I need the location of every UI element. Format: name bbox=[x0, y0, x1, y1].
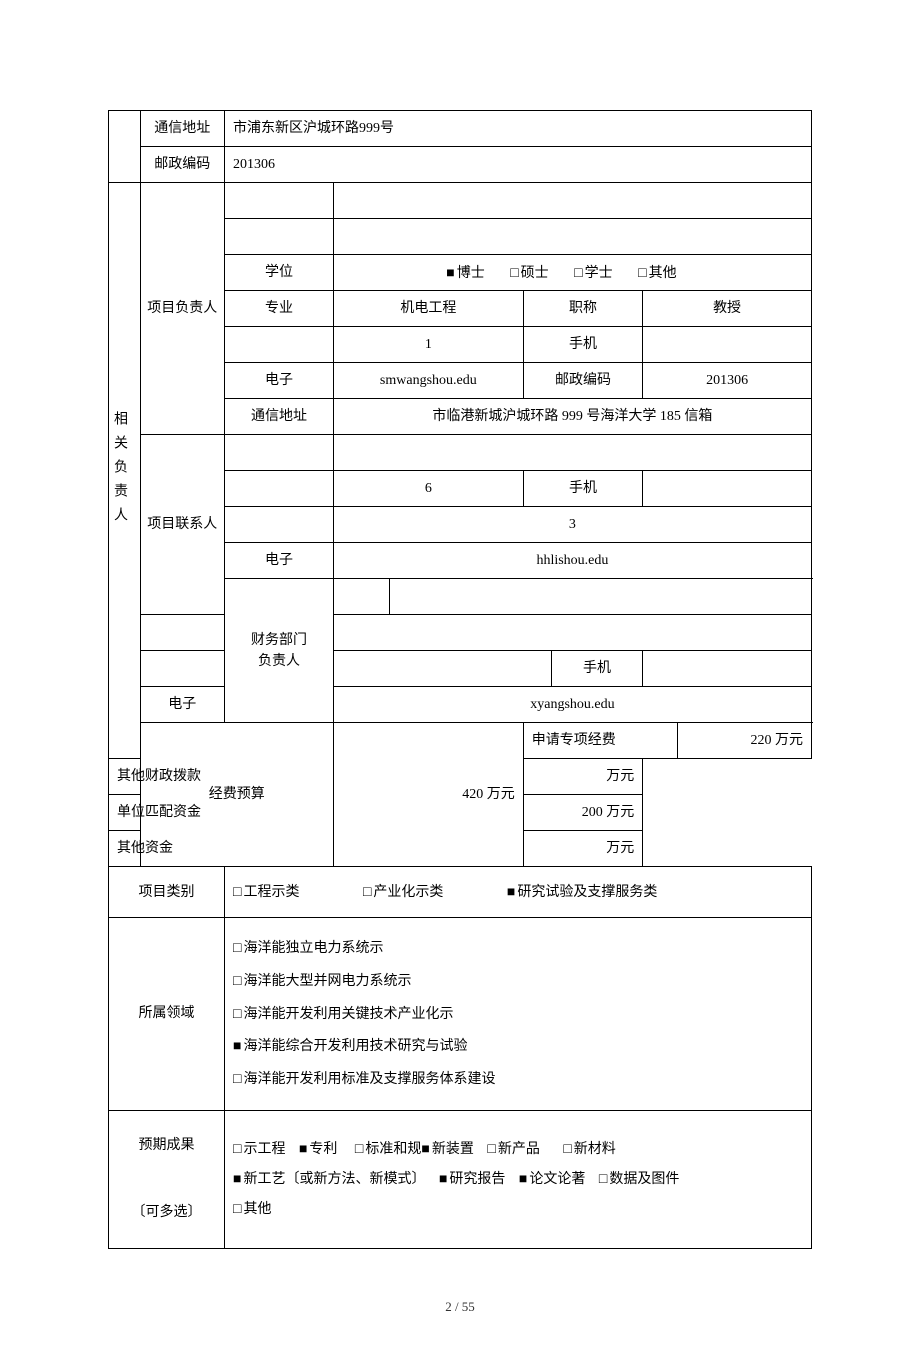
empty-cell bbox=[224, 183, 333, 219]
mobile-label: 手机 bbox=[523, 327, 642, 363]
postal-value: 201306 bbox=[224, 147, 811, 183]
addr2-label: 通信地址 bbox=[224, 399, 333, 435]
outcome-options: □示工程 ■专利 □标准和规■新装置 □新产品 □新材料 ■新工艺〔或新方法、新… bbox=[224, 1110, 811, 1248]
mobile-label: 手机 bbox=[523, 471, 642, 507]
budget-item-2-value: 200 万元 bbox=[523, 795, 642, 831]
empty-cell bbox=[224, 327, 333, 363]
budget-total: 420 万元 bbox=[333, 723, 523, 867]
major-label: 专业 bbox=[224, 291, 333, 327]
addr-label: 通信地址 bbox=[140, 111, 224, 147]
page-number: 2 / 55 bbox=[108, 1299, 812, 1315]
empty-cell bbox=[224, 435, 333, 471]
empty-cell bbox=[333, 435, 811, 471]
budget-item-0-value: 220 万元 bbox=[678, 723, 812, 759]
empty-cell bbox=[140, 615, 224, 651]
email-label: 电子 bbox=[224, 543, 333, 579]
mobile-value bbox=[643, 471, 812, 507]
degree-options: ■博士 □硕士 □学士 □其他 bbox=[333, 255, 811, 291]
responsible-section-label: 相关负责人 bbox=[109, 183, 141, 759]
postal-label: 邮政编码 bbox=[140, 147, 224, 183]
title-label: 职称 bbox=[523, 291, 642, 327]
mobile-value bbox=[643, 651, 812, 687]
email-value: smwangshou.edu bbox=[333, 363, 523, 399]
empty-cell bbox=[224, 507, 333, 543]
empty-cell bbox=[333, 615, 811, 651]
mobile-label: 手机 bbox=[551, 651, 642, 687]
empty-cell bbox=[390, 579, 812, 615]
postal2-value: 201306 bbox=[643, 363, 812, 399]
empty-cell bbox=[224, 219, 333, 255]
empty-cell bbox=[140, 651, 224, 687]
budget-item-1-value: 万元 bbox=[523, 759, 642, 795]
title-value: 教授 bbox=[643, 291, 812, 327]
empty-cell bbox=[333, 219, 811, 255]
project-leader-label: 项目负责人 bbox=[140, 183, 224, 435]
empty-cell bbox=[333, 579, 389, 615]
postal2-label: 邮政编码 bbox=[523, 363, 642, 399]
empty-cell bbox=[333, 651, 551, 687]
budget-item-3-value: 万元 bbox=[523, 831, 642, 867]
num-value: 1 bbox=[333, 327, 523, 363]
email-value: xyangshou.edu bbox=[333, 687, 811, 723]
spacer-cell bbox=[109, 111, 141, 183]
major-value: 机电工程 bbox=[333, 291, 523, 327]
degree-label: 学位 bbox=[224, 255, 333, 291]
field-options: □海洋能独立电力系统示 □海洋能大型并网电力系统示 □海洋能开发利用关键技术产业… bbox=[224, 918, 811, 1111]
category-options: □工程示类 □产业化示类 ■研究试验及支撑服务类 bbox=[224, 867, 811, 918]
mobile-value bbox=[643, 327, 812, 363]
form-table: 通信地址 市浦东新区沪城环路999号 邮政编码 201306 相关负责人 项目负… bbox=[108, 110, 812, 1249]
empty-cell bbox=[224, 471, 333, 507]
finance-label: 财务部门负责人 bbox=[224, 579, 333, 723]
email-value: hhlishou.edu bbox=[333, 543, 811, 579]
num6-value: 6 bbox=[333, 471, 523, 507]
email-label: 电子 bbox=[224, 363, 333, 399]
empty-cell bbox=[333, 183, 811, 219]
budget-item-3-label: 其他资金 bbox=[109, 831, 334, 867]
addr2-value: 市临港新城沪城环路 999 号海洋大学 185 信箱 bbox=[333, 399, 811, 435]
budget-item-0-label: 申请专项经费 bbox=[523, 723, 678, 759]
addr-value: 市浦东新区沪城环路999号 bbox=[224, 111, 811, 147]
field-label: 所属领域 bbox=[109, 918, 225, 1111]
num3-value: 3 bbox=[333, 507, 811, 543]
email-label: 电子 bbox=[140, 687, 224, 723]
project-contact-label: 项目联系人 bbox=[140, 435, 224, 615]
outcome-label: 预期成果〔可多选〕 bbox=[109, 1110, 225, 1248]
category-label: 项目类别 bbox=[109, 867, 225, 918]
